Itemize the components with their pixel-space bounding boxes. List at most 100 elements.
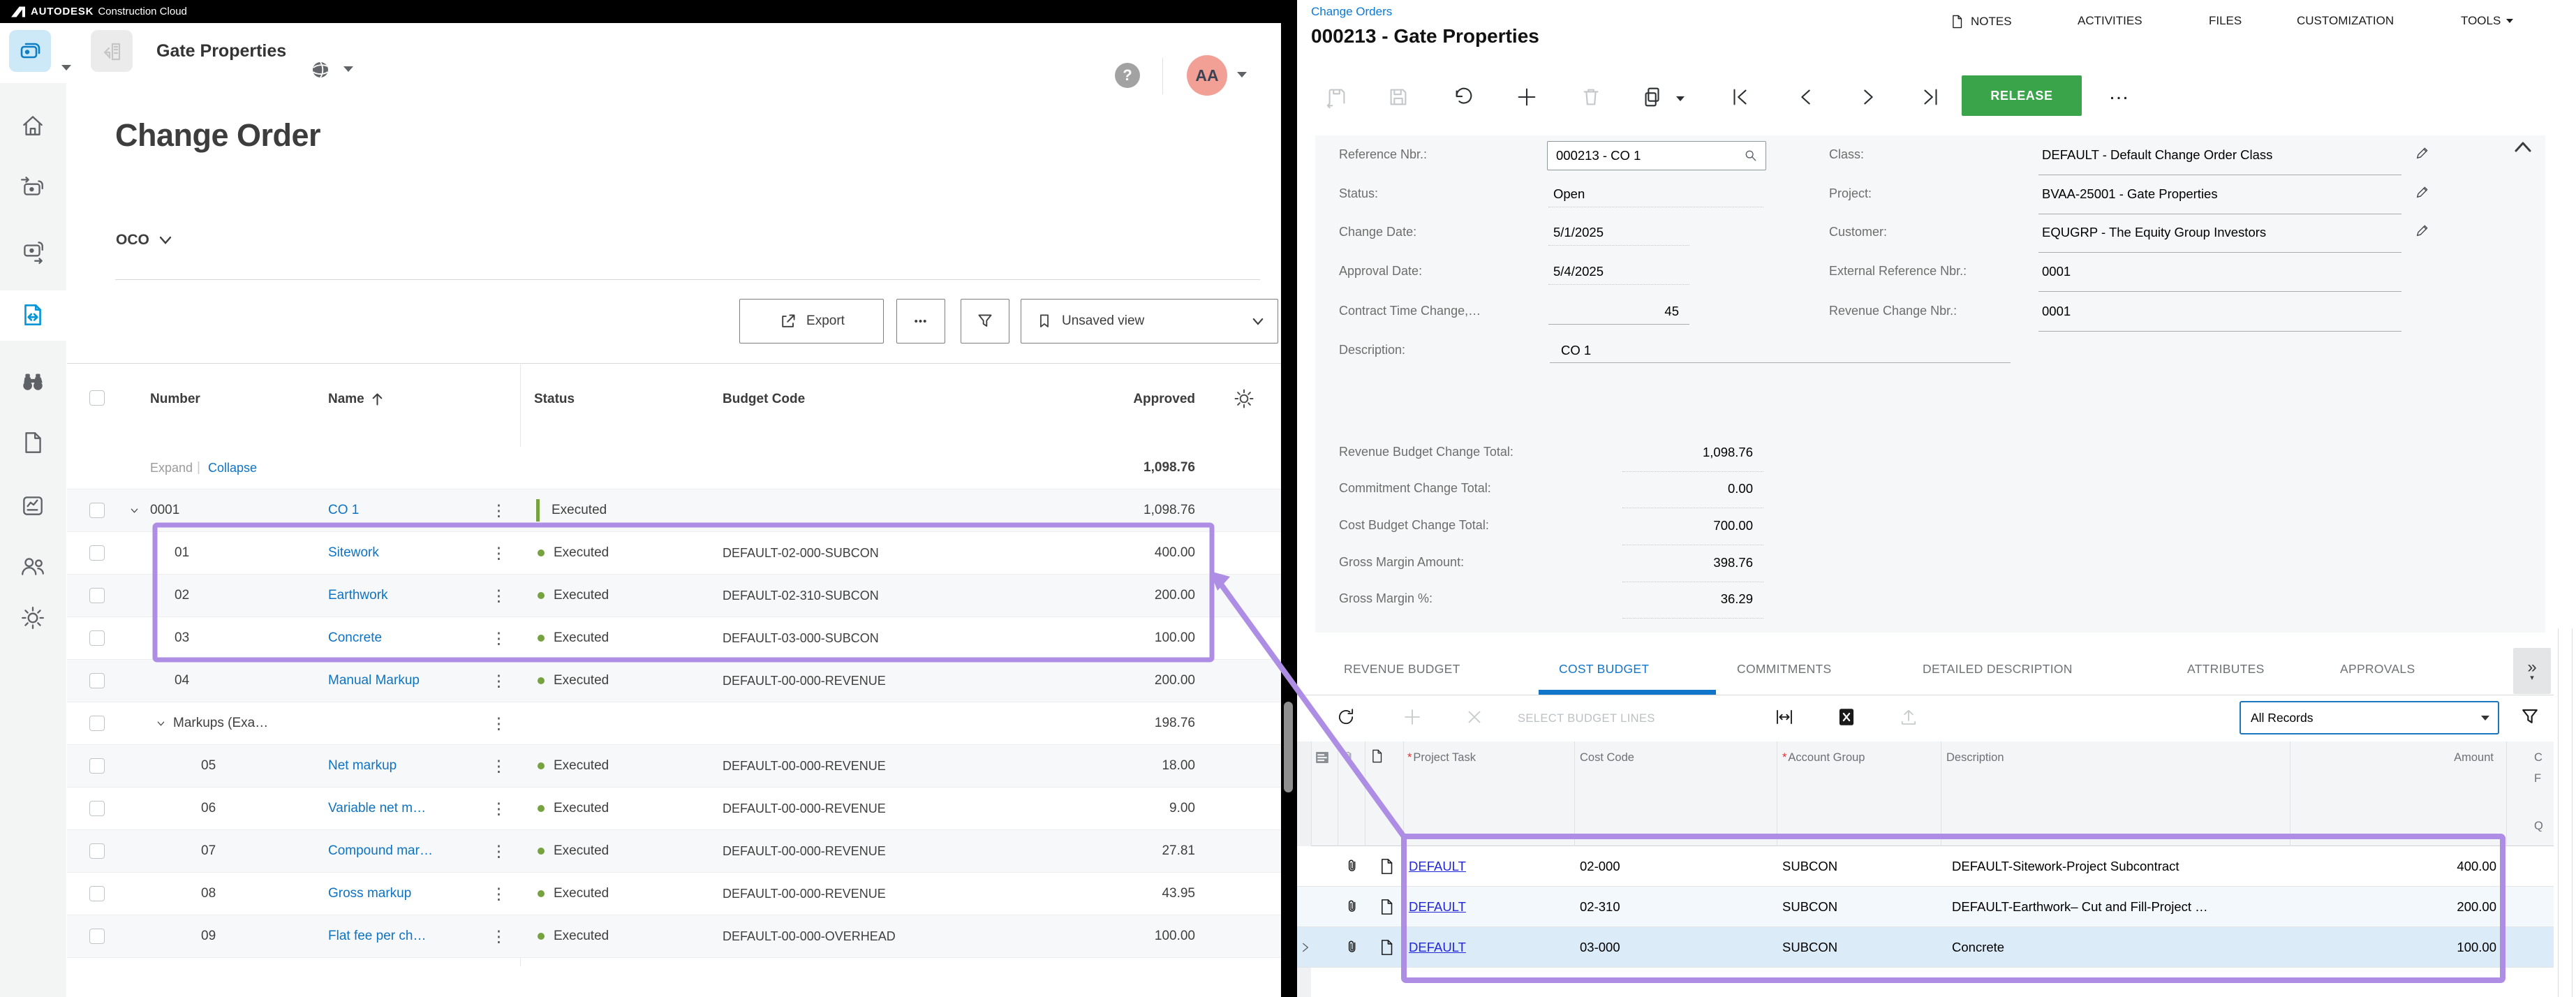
field-value[interactable]: Open xyxy=(1553,186,1585,201)
cell-amount[interactable]: 400.00 xyxy=(2457,858,2496,873)
copy-paste-button[interactable] xyxy=(1641,85,1666,110)
more-tabs-button[interactable]: » ▾ xyxy=(2513,648,2551,694)
grid-column-description[interactable]: Description xyxy=(1946,751,2004,764)
row-name-link[interactable]: Net markup xyxy=(328,758,397,773)
row-kebab-menu-icon[interactable]: ⋮ xyxy=(491,543,507,562)
row-attachment-icon[interactable] xyxy=(1343,887,1361,926)
column-name[interactable]: Name xyxy=(328,392,383,407)
save-and-close-button[interactable] xyxy=(1325,85,1350,110)
account-caret-icon[interactable] xyxy=(1237,72,1247,77)
row-name-link[interactable]: Gross markup xyxy=(328,886,412,901)
select-budget-lines-button[interactable]: SELECT BUDGET LINES xyxy=(1518,712,1655,725)
row-checkbox[interactable] xyxy=(89,929,105,944)
records-filter-combo[interactable]: All Records xyxy=(2240,701,2499,734)
row-checkbox[interactable] xyxy=(89,801,105,816)
row-checkbox[interactable] xyxy=(89,588,105,603)
fit-width-button[interactable] xyxy=(1774,707,1796,729)
row-kebab-menu-icon[interactable]: ⋮ xyxy=(491,756,507,775)
add-record-button[interactable] xyxy=(1515,85,1540,110)
table-row[interactable]: 03 Concrete ⋮ Executed DEFAULT-03-000-SUBCON… xyxy=(67,617,1281,660)
edit-pencil-icon[interactable] xyxy=(2414,184,2431,200)
row-kebab-menu-icon[interactable]: ⋮ xyxy=(491,628,507,647)
go-last-button[interactable] xyxy=(1918,85,1944,110)
grid-column-account-group[interactable]: * Account Group xyxy=(1782,751,1865,764)
table-row[interactable]: 01 Sitework ⋮ Executed DEFAULT-02-000-SUBCON… xyxy=(67,532,1281,575)
save-button[interactable] xyxy=(1386,85,1412,110)
docs-app-button[interactable] xyxy=(91,30,133,72)
sidebar-item-binoculars[interactable] xyxy=(20,367,47,395)
grid-row[interactable]: DEFAULT 02-000 SUBCON DEFAULT-Sitework-Proj… xyxy=(1297,846,2554,887)
column-budget-code[interactable]: Budget Code xyxy=(723,392,806,406)
field-value[interactable]: 0001 xyxy=(2042,264,2071,279)
row-checkbox[interactable] xyxy=(89,843,105,859)
row-kebab-menu-icon[interactable]: ⋮ xyxy=(491,841,507,860)
app-switcher-caret-icon[interactable] xyxy=(61,65,71,71)
table-row[interactable]: 09 Flat fee per ch… ⋮ Executed DEFAULT-00-00… xyxy=(67,915,1281,958)
reference-nbr-input[interactable]: 000213 - CO 1 xyxy=(1547,141,1766,170)
row-name-link[interactable]: Earthwork xyxy=(328,588,388,603)
row-note-icon[interactable] xyxy=(1378,887,1396,926)
field-value[interactable]: DEFAULT - Default Change Order Class xyxy=(2042,147,2273,162)
table-row[interactable]: 05 Net markup ⋮ Executed DEFAULT-00-000-REVE… xyxy=(67,745,1281,788)
table-row[interactable]: 04 Manual Markup ⋮ Executed DEFAULT-00-000-R… xyxy=(67,660,1281,702)
row-name-link[interactable]: Sitework xyxy=(328,545,379,560)
order-type-dropdown[interactable]: OCO xyxy=(116,232,172,249)
grid-column-amount[interactable]: Amount xyxy=(2454,751,2494,764)
menu-item-files[interactable]: FILES xyxy=(2209,14,2242,27)
menu-item-activities[interactable]: ACTIVITIES xyxy=(2078,14,2142,27)
grid-refresh-button[interactable] xyxy=(1335,707,1358,729)
avatar[interactable]: AA xyxy=(1187,55,1227,96)
grid-delete-row-button[interactable] xyxy=(1464,707,1486,729)
cell-account-group[interactable]: SUBCON xyxy=(1782,899,1838,914)
row-name-link[interactable]: Variable net m… xyxy=(328,801,427,815)
cell-cost-code[interactable]: 02-310 xyxy=(1580,899,1620,914)
tab-approvals[interactable]: APPROVALS xyxy=(2340,662,2415,676)
row-name-link[interactable]: CO 1 xyxy=(328,503,360,517)
grid-settings-icon[interactable] xyxy=(1315,750,1330,765)
row-note-icon[interactable] xyxy=(1378,846,1396,886)
cell-project-task-link[interactable]: DEFAULT xyxy=(1409,858,1466,873)
row-expand-caret-icon[interactable] xyxy=(128,489,140,531)
import-button[interactable] xyxy=(1898,707,1920,729)
cell-amount[interactable]: 200.00 xyxy=(2457,899,2496,914)
tab-attributes[interactable]: ATTRIBUTES xyxy=(2187,662,2265,676)
field-value[interactable]: EQUGRP - The Equity Group Investors xyxy=(2042,225,2267,239)
collapse-link[interactable]: Collapse xyxy=(208,460,258,475)
row-checkbox[interactable] xyxy=(89,545,105,561)
undo-button[interactable] xyxy=(1452,85,1477,110)
row-checkbox[interactable] xyxy=(89,630,105,646)
table-row[interactable]: 08 Gross markup ⋮ Executed DEFAULT-00-000-RE… xyxy=(67,873,1281,915)
magnifier-icon[interactable] xyxy=(1743,148,1759,163)
more-actions-button[interactable]: ••• xyxy=(896,299,945,344)
row-kebab-menu-icon[interactable]: ⋮ xyxy=(491,586,507,605)
row-attachment-icon[interactable] xyxy=(1343,846,1361,886)
row-checkbox[interactable] xyxy=(89,673,105,688)
go-first-button[interactable] xyxy=(1729,85,1754,110)
tab-detailed-description[interactable]: DETAILED DESCRIPTION xyxy=(1923,662,2073,676)
row-name-link[interactable]: Flat fee per ch… xyxy=(328,929,427,943)
filter-button[interactable] xyxy=(961,299,1009,344)
delete-button[interactable] xyxy=(1579,85,1604,110)
menu-item-tools[interactable]: TOOLS xyxy=(2461,14,2514,28)
row-attachment-icon[interactable] xyxy=(1343,927,1361,967)
sidebar-item-report[interactable] xyxy=(20,492,47,520)
go-next-button[interactable] xyxy=(1856,85,1881,110)
saved-view-dropdown[interactable]: Unsaved view xyxy=(1021,299,1278,344)
field-value[interactable]: 5/4/2025 xyxy=(1553,264,1604,279)
expand-link[interactable]: Expand xyxy=(150,460,193,475)
row-name-link[interactable]: Compound mar… xyxy=(328,843,433,858)
grid-add-row-button[interactable] xyxy=(1402,707,1424,729)
row-name-link[interactable]: Concrete xyxy=(328,630,383,645)
sidebar-item-members[interactable] xyxy=(20,553,47,581)
export-button[interactable]: Export xyxy=(739,299,884,344)
field-value[interactable]: 5/1/2025 xyxy=(1553,225,1604,239)
row-expand-caret-icon[interactable] xyxy=(155,702,167,744)
grid-column-project-task[interactable]: * Project Task xyxy=(1407,751,1476,764)
menu-item-notes[interactable]: NOTES xyxy=(1950,14,2012,29)
row-name-link[interactable]: Manual Markup xyxy=(328,673,420,688)
column-status[interactable]: Status xyxy=(534,392,575,406)
row-kebab-menu-icon[interactable]: ⋮ xyxy=(491,671,507,690)
menu-item-customization[interactable]: CUSTOMIZATION xyxy=(2297,14,2394,27)
cell-description[interactable]: DEFAULT-Earthwork– Cut and Fill-Project … xyxy=(1952,899,2208,914)
row-kebab-menu-icon[interactable]: ⋮ xyxy=(491,714,507,732)
